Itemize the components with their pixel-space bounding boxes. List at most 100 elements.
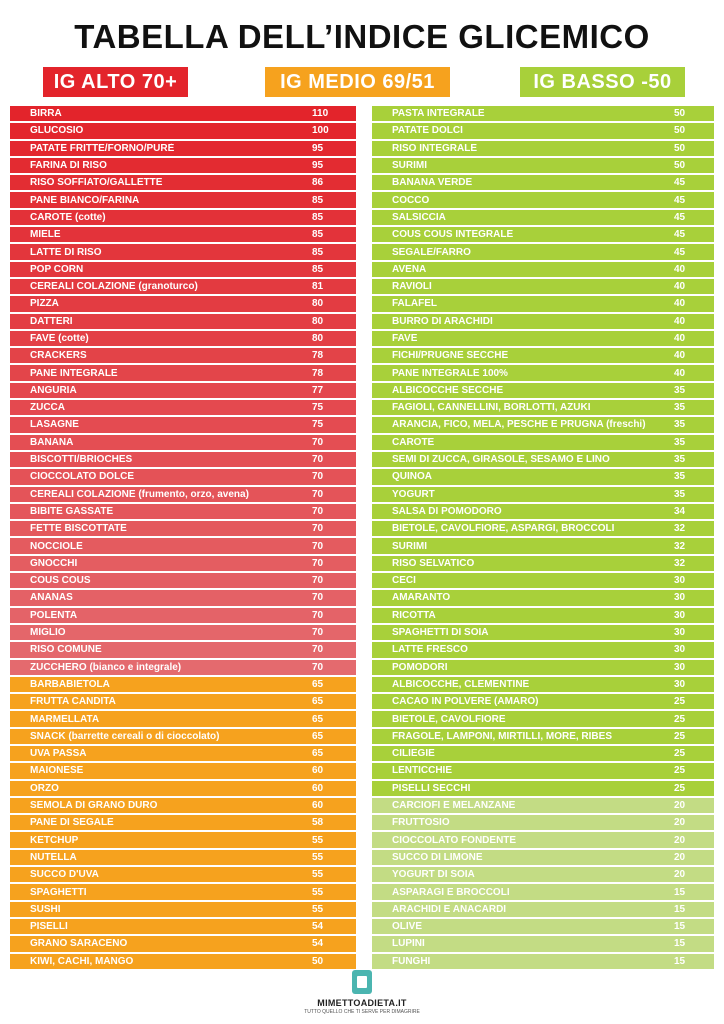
food-name: CECI	[392, 575, 416, 587]
glycemic-index-value: 70	[312, 523, 324, 535]
table-row: UVA PASSA 65	[10, 745, 356, 762]
glycemic-index-value: 50	[674, 125, 686, 137]
table-row: FRAGOLE, LAMPONI, MIRTILLI, MORE, RIBES 2…	[372, 728, 714, 744]
table-row: PANE INTEGRALE 100% 40	[372, 365, 714, 381]
food-name: FRUTTA CANDITA	[30, 696, 116, 708]
food-name: CARCIOFI E MELANZANE	[392, 800, 516, 812]
glycemic-index-value: 45	[674, 177, 686, 189]
glycemic-index-value: 65	[312, 713, 324, 725]
table-row: CEREALI COLAZIONE (granoturco) 81	[10, 278, 356, 295]
glycemic-index-value: 30	[674, 661, 686, 673]
glycemic-index-value: 40	[674, 367, 686, 379]
glycemic-index-value: 40	[674, 333, 686, 344]
glycemic-index-value: 70	[312, 454, 324, 466]
food-name: POMODORI	[392, 661, 448, 673]
glycemic-index-value: 15	[674, 886, 686, 898]
brand-logo-icon	[352, 970, 372, 994]
glycemic-index-value: 70	[312, 557, 324, 569]
food-name: PANE INTEGRALE 100%	[392, 367, 508, 379]
food-name: FARINA DI RISO	[30, 160, 107, 172]
food-name: RISO INTEGRALE	[392, 142, 478, 154]
glycemic-index-value: 30	[674, 609, 686, 621]
table-row: KIWI, CACHI, MANGO 50	[10, 953, 356, 969]
glycemic-index-value: 95	[312, 160, 324, 172]
table-row: SNACK (barrette cereali o di cioccolato)…	[10, 728, 356, 744]
food-name: SUSHI	[30, 903, 61, 915]
glycemic-index-value: 15	[674, 955, 686, 967]
category-high-label: IG ALTO 70+	[43, 67, 188, 97]
food-name: BURRO DI ARACHIDI	[392, 315, 493, 327]
table-row: POLENTA 70	[10, 607, 356, 623]
food-name: ORZO	[30, 782, 59, 794]
glycemic-index-value: 81	[312, 281, 324, 293]
glycemic-index-value: 35	[674, 384, 686, 396]
glycemic-index-value: 30	[674, 575, 686, 587]
glycemic-index-value: 15	[674, 921, 686, 933]
food-name: BANANA VERDE	[392, 177, 473, 189]
glycemic-index-value: 45	[674, 246, 686, 258]
food-name: POP CORN	[30, 263, 84, 275]
food-name: MIELE	[30, 229, 61, 241]
table-row: SURIMI 50	[372, 157, 714, 174]
food-name: SUCCO DI LIMONE	[392, 851, 483, 863]
food-name: YOGURT DI SOIA	[392, 869, 475, 881]
table-row: RAVIOLI 40	[372, 278, 714, 295]
glycemic-index-value: 40	[674, 350, 686, 362]
food-name: CIOCCOLATO FONDENTE	[392, 834, 517, 846]
food-name: BIBITE GASSATE	[30, 505, 114, 517]
food-name: PANE BIANCO/FARINA	[30, 194, 140, 206]
table-row: CACAO IN POLVERE (AMARO) 25	[372, 694, 714, 710]
glycemic-index-value: 70	[312, 471, 324, 483]
table-row: CAROTE (cotte) 85	[10, 209, 356, 226]
table-row: CECI 30	[372, 573, 714, 589]
food-name: LATTE DI RISO	[30, 246, 102, 258]
table-row: AVENA 40	[372, 261, 714, 277]
table-row: PISELLI SECCHI 25	[372, 780, 714, 796]
food-name: LENTICCHIE	[392, 765, 452, 777]
glycemic-index-value: 60	[312, 800, 324, 812]
glycemic-index-value: 65	[312, 696, 324, 708]
food-name: CEREALI COLAZIONE (frumento, orzo, avena…	[30, 488, 249, 500]
table-row: COUS COUS INTEGRALE 45	[372, 227, 714, 243]
table-row: SPAGHETTI DI SOIA 30	[372, 624, 714, 641]
food-name: SURIMI	[392, 160, 427, 172]
glycemic-index-value: 35	[674, 454, 686, 466]
table-row: ARACHIDI E ANACARDI 15	[372, 901, 714, 917]
table-row: FALAFEL 40	[372, 296, 714, 312]
table-row: BARBABIETOLA 65	[10, 676, 356, 693]
food-name: OLIVE	[392, 921, 423, 933]
glycemic-index-value: 60	[312, 765, 324, 777]
table-row: SALSA DI POMODORO 34	[372, 503, 714, 520]
table-row: MIELE 85	[10, 227, 356, 243]
food-name: CAROTE	[392, 436, 435, 448]
glycemic-index-value: 15	[674, 938, 686, 950]
food-name: SPAGHETTI	[30, 886, 87, 898]
food-name: FALAFEL	[392, 298, 437, 310]
table-row: FRUTTOSIO 20	[372, 815, 714, 831]
food-name: NUTELLA	[30, 851, 77, 863]
glycemic-index-value: 75	[312, 419, 324, 431]
food-name: RISO SELVATICO	[392, 557, 475, 569]
brand-name: MIMETTOADIETA.IT	[317, 998, 407, 1008]
table-row: ALBICOCCHE, CLEMENTINE 30	[372, 676, 714, 693]
food-name: AMARANTO	[392, 592, 451, 604]
table-row: COUS COUS 70	[10, 573, 356, 589]
food-name: PASTA INTEGRALE	[392, 108, 485, 120]
glycemic-index-value: 80	[312, 333, 324, 344]
food-name: RICOTTA	[392, 609, 436, 621]
glycemic-index-value: 54	[312, 938, 324, 950]
food-name: BARBABIETOLA	[30, 678, 110, 690]
table-row: LASAGNE 75	[10, 417, 356, 433]
food-name: PIZZA	[30, 298, 59, 310]
food-name: BIRRA	[30, 108, 62, 120]
table-row: ORZO 60	[10, 780, 356, 796]
food-name: DATTERI	[30, 315, 73, 327]
table-row: PANE DI SEGALE 58	[10, 815, 356, 831]
table-row: PANE BIANCO/FARINA 85	[10, 192, 356, 208]
table-row: FETTE BISCOTTATE 70	[10, 521, 356, 537]
glycemic-index-value: 15	[674, 903, 686, 915]
glycemic-index-value: 70	[312, 592, 324, 604]
table-row: NUTELLA 55	[10, 849, 356, 866]
table-row: CAROTE 35	[372, 434, 714, 450]
table-row: PATATE DOLCI 50	[372, 123, 714, 139]
